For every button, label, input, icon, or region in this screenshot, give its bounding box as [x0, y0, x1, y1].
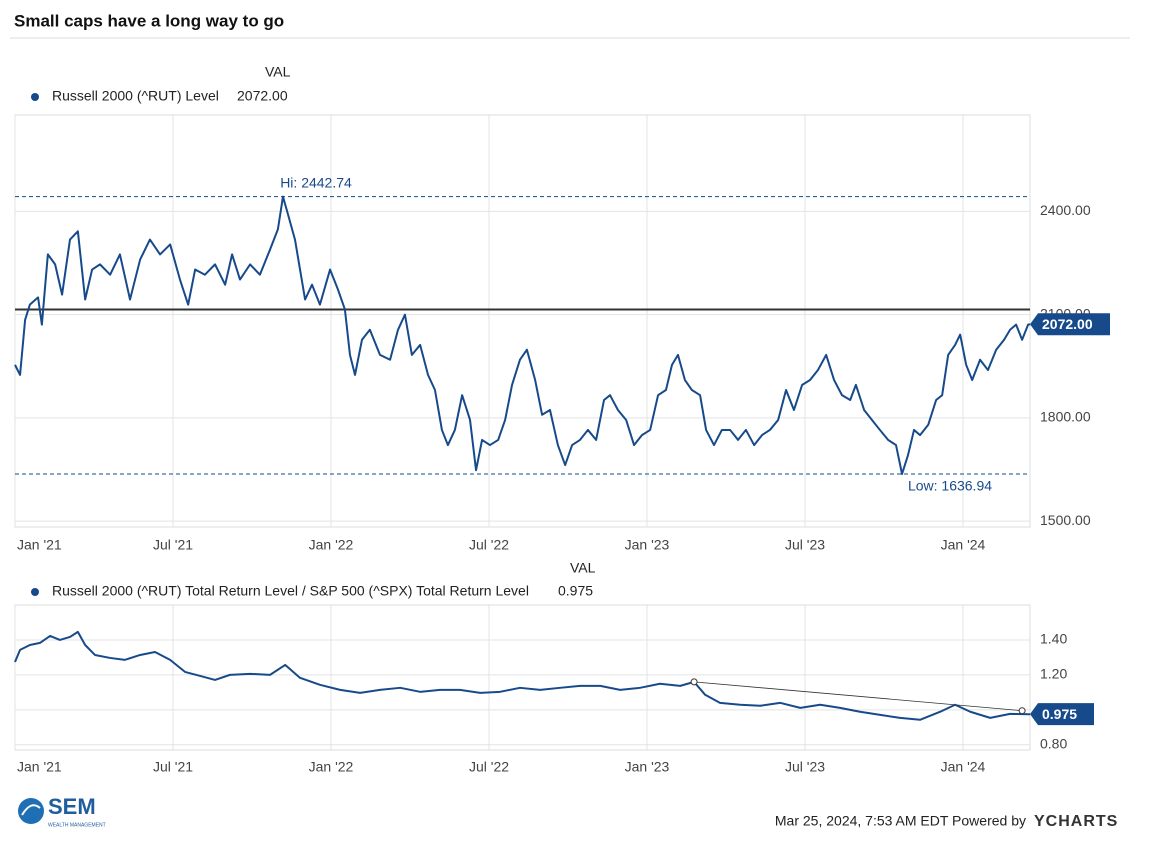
- y-tick-label: 2400.00: [1040, 202, 1091, 218]
- x-tick-label: Jan '24: [941, 537, 986, 553]
- logo-mark: [18, 798, 44, 824]
- value-badge: [1030, 313, 1110, 336]
- legend-label: Russell 2000 (^RUT) Total Return Level /…: [52, 583, 529, 599]
- logo-swoosh: [21, 804, 41, 816]
- x-tick-label: Jan '24: [941, 759, 986, 775]
- value-badge-label: 0.975: [1042, 706, 1077, 722]
- page-title: Small caps have a long way to go: [14, 11, 284, 30]
- x-tick-label: Jan '23: [625, 759, 670, 775]
- x-tick-label: Jul '22: [469, 759, 509, 775]
- y-tick-label: 1.20: [1040, 666, 1067, 682]
- value-badge-label: 2072.00: [1042, 316, 1093, 332]
- annotation-label: Hi: 2442.74: [280, 174, 352, 190]
- trend-point: [1018, 707, 1026, 715]
- x-tick-label: Jan '21: [17, 537, 62, 553]
- trend-point: [690, 678, 698, 686]
- legend-dot: [31, 588, 39, 596]
- y-tick-label: 1.40: [1040, 631, 1067, 647]
- annotation-label: Low: 1636.94: [908, 478, 992, 494]
- x-tick-label: Jul '21: [153, 537, 193, 553]
- logo-name: SEM: [48, 794, 96, 819]
- series-line: [14, 195, 1031, 476]
- logo-tagline: WEALTH MANAGEMENT: [48, 822, 106, 828]
- x-tick-label: Jul '22: [469, 537, 509, 553]
- x-tick-label: Jan '22: [309, 537, 354, 553]
- legend-header: VAL: [570, 560, 596, 576]
- x-tick-label: Jul '23: [785, 759, 825, 775]
- legend-dot: [31, 93, 39, 101]
- legend-value: 0.975: [558, 583, 593, 599]
- x-tick-label: Jan '23: [625, 537, 670, 553]
- footer-brand: YCHARTS: [1034, 813, 1118, 830]
- series-line: [14, 630, 1031, 721]
- x-tick-label: Jul '21: [153, 759, 193, 775]
- value-badge: [1030, 703, 1094, 726]
- y-tick-label: 1500.00: [1040, 512, 1091, 528]
- legend-label: Russell 2000 (^RUT) Level: [52, 88, 219, 104]
- footer-timestamp: Mar 25, 2024, 7:53 AM EDT Powered by: [775, 813, 1026, 829]
- x-tick-label: Jan '22: [309, 759, 354, 775]
- trend-line: [694, 681, 1023, 712]
- x-tick-label: Jul '23: [785, 537, 825, 553]
- x-tick-label: Jan '21: [17, 759, 62, 775]
- legend-value: 2072.00: [237, 88, 288, 104]
- y-tick-label: 0.80: [1040, 735, 1067, 751]
- legend-header: VAL: [265, 64, 291, 80]
- y-tick-label: 1800.00: [1040, 409, 1091, 425]
